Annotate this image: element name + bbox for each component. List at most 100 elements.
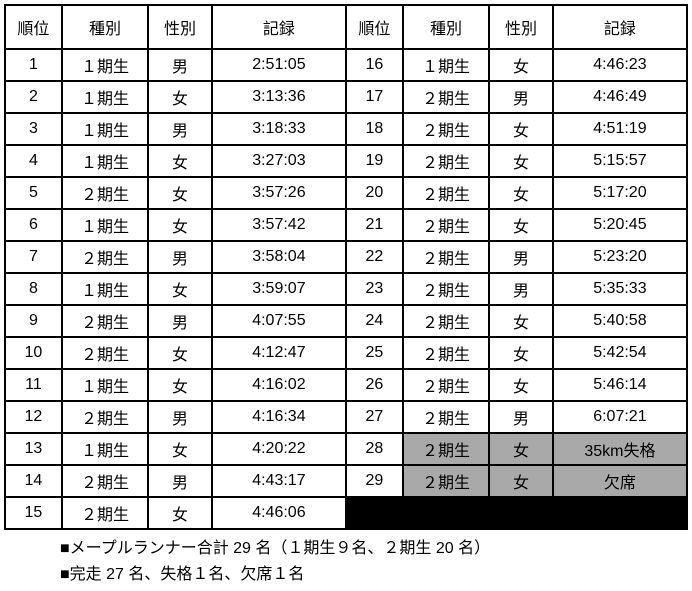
cell-sex: 女	[489, 177, 553, 209]
cell-type: １期生	[62, 145, 148, 177]
cell-type: １期生	[62, 49, 148, 81]
cell-record: 欠席	[553, 465, 687, 497]
cell-rank: 16	[346, 49, 403, 81]
cell-type: ２期生	[403, 369, 489, 401]
cell-rank: 29	[346, 465, 403, 497]
cell-type: １期生	[62, 369, 148, 401]
header-row: 順位 種別 性別 記録 順位 種別 性別 記録	[5, 5, 687, 49]
cell-sex: 女	[148, 145, 212, 177]
cell-record: 2:51:05	[212, 49, 346, 81]
note-line: ■メープルランナー合計 29 名（１期生９名、２期生 20 名）	[60, 536, 688, 562]
cell-record: 3:59:07	[212, 273, 346, 305]
cell-sex: 女	[148, 209, 212, 241]
cell-sex: 男	[489, 81, 553, 113]
cell-record: 4:51:19	[553, 113, 687, 145]
cell-type: ２期生	[403, 241, 489, 273]
table-row: 3１期生男3:18:3318２期生女4:51:19	[5, 113, 687, 145]
table-row: 9２期生男4:07:5524２期生女5:40:58	[5, 305, 687, 337]
cell-rank: 25	[346, 337, 403, 369]
table-row: 4１期生女3:27:0319２期生女5:15:57	[5, 145, 687, 177]
cell-sex: 男	[148, 241, 212, 273]
cell-type: ２期生	[403, 337, 489, 369]
table-row: 1１期生男2:51:0516１期生女4:46:23	[5, 49, 687, 81]
cell-rank: 1	[5, 49, 62, 81]
results-table-container: 順位 種別 性別 記録 順位 種別 性別 記録 1１期生男2:51:0516１期…	[4, 4, 688, 587]
cell-rank: 13	[5, 433, 62, 465]
cell-record: 3:18:33	[212, 113, 346, 145]
cell-rank: 28	[346, 433, 403, 465]
cell-type: ２期生	[403, 209, 489, 241]
cell-type: １期生	[62, 81, 148, 113]
cell-record: 3:58:04	[212, 241, 346, 273]
table-row: 12２期生男4:16:3427２期生男6:07:21	[5, 401, 687, 433]
cell-record: 3:27:03	[212, 145, 346, 177]
cell-record: 4:46:49	[553, 81, 687, 113]
cell-type: １期生	[62, 433, 148, 465]
cell-sex: 女	[489, 49, 553, 81]
cell-record: 5:46:14	[553, 369, 687, 401]
cell-rank: 4	[5, 145, 62, 177]
cell-type	[403, 497, 489, 529]
header-record-2: 記録	[553, 5, 687, 49]
cell-rank: 19	[346, 145, 403, 177]
cell-rank: 11	[5, 369, 62, 401]
cell-type: ２期生	[403, 177, 489, 209]
cell-type: ２期生	[403, 305, 489, 337]
cell-record: 4:12:47	[212, 337, 346, 369]
cell-record: 6:07:21	[553, 401, 687, 433]
cell-sex: 女	[148, 337, 212, 369]
cell-sex: 女	[489, 305, 553, 337]
cell-sex: 女	[489, 369, 553, 401]
cell-record: 4:16:02	[212, 369, 346, 401]
cell-sex: 女	[489, 465, 553, 497]
header-type-1: 種別	[62, 5, 148, 49]
cell-rank: 18	[346, 113, 403, 145]
cell-type: ２期生	[403, 145, 489, 177]
table-row: 10２期生女4:12:4725２期生女5:42:54	[5, 337, 687, 369]
table-row: 6１期生女3:57:4221２期生女5:20:45	[5, 209, 687, 241]
cell-record: 3:57:26	[212, 177, 346, 209]
cell-sex: 男	[148, 401, 212, 433]
table-row: 14２期生男4:43:1729２期生女欠席	[5, 465, 687, 497]
cell-record: 5:17:20	[553, 177, 687, 209]
cell-sex: 女	[489, 337, 553, 369]
cell-record: 5:20:45	[553, 209, 687, 241]
cell-sex: 女	[148, 433, 212, 465]
cell-record: 5:15:57	[553, 145, 687, 177]
cell-record: 4:16:34	[212, 401, 346, 433]
cell-sex: 男	[489, 401, 553, 433]
cell-record: 5:42:54	[553, 337, 687, 369]
cell-sex: 女	[148, 273, 212, 305]
note-line: ■完走 27 名、失格１名、欠席１名	[60, 562, 688, 588]
cell-rank: 26	[346, 369, 403, 401]
cell-record: 4:46:06	[212, 497, 346, 529]
cell-rank: 8	[5, 273, 62, 305]
cell-type: ２期生	[403, 113, 489, 145]
cell-sex: 男	[148, 465, 212, 497]
table-row: 11１期生女4:16:0226２期生女5:46:14	[5, 369, 687, 401]
table-row: 13１期生女4:20:2228２期生女35km失格	[5, 433, 687, 465]
cell-rank	[346, 497, 403, 529]
cell-rank: 17	[346, 81, 403, 113]
cell-record: 35km失格	[553, 433, 687, 465]
table-row: 15２期生女4:46:06	[5, 497, 687, 529]
cell-rank: 14	[5, 465, 62, 497]
cell-type: １期生	[62, 273, 148, 305]
cell-type: １期生	[403, 49, 489, 81]
cell-sex: 男	[489, 273, 553, 305]
cell-type: ２期生	[403, 81, 489, 113]
cell-rank: 5	[5, 177, 62, 209]
cell-record: 4:46:23	[553, 49, 687, 81]
header-rank-2: 順位	[346, 5, 403, 49]
cell-record: 5:23:20	[553, 241, 687, 273]
header-rank-1: 順位	[5, 5, 62, 49]
cell-rank: 20	[346, 177, 403, 209]
cell-type: ２期生	[62, 241, 148, 273]
results-table: 順位 種別 性別 記録 順位 種別 性別 記録 1１期生男2:51:0516１期…	[4, 4, 688, 530]
cell-type: ２期生	[403, 273, 489, 305]
cell-rank: 22	[346, 241, 403, 273]
cell-sex: 男	[148, 305, 212, 337]
cell-sex: 女	[489, 209, 553, 241]
cell-type: ２期生	[62, 337, 148, 369]
cell-type: ２期生	[403, 401, 489, 433]
